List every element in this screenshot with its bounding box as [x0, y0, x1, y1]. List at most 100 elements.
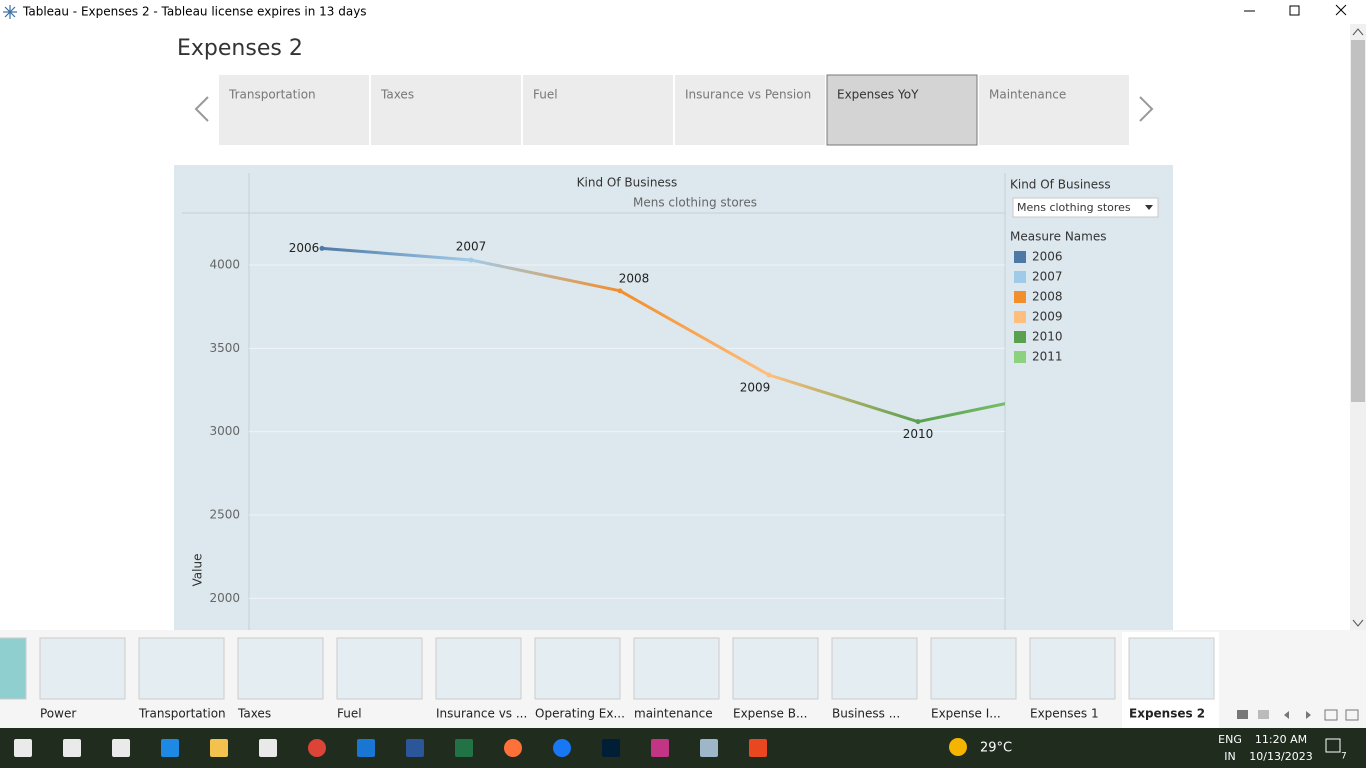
- sheet-thumbnail: [435, 637, 522, 700]
- story-tabs: Transportation Taxes Fuel Insurance vs Pens…: [219, 74, 1129, 146]
- point: [766, 372, 772, 378]
- sheet-thumbnail: [534, 637, 621, 700]
- window-title: Tableau - Expenses 2 - Tableau license e…: [22, 5, 367, 19]
- story-point[interactable]: [979, 75, 1129, 145]
- taskbar: [0, 728, 1366, 768]
- legend-label[interactable]: 2007: [1032, 270, 1063, 284]
- point: [915, 419, 921, 425]
- taskbar-icon[interactable]: [553, 739, 571, 757]
- scrollbar-thumb[interactable]: [1351, 40, 1365, 402]
- sheet-tab-label[interactable]: Expenses 2: [1129, 707, 1205, 721]
- legend-label[interactable]: 2010: [1032, 330, 1063, 344]
- grid-view[interactable]: [1237, 710, 1248, 719]
- taskbar-icon[interactable]: [210, 739, 228, 757]
- taskbar-icon[interactable]: [455, 739, 473, 757]
- legend-swatch[interactable]: [1014, 331, 1026, 343]
- story-point[interactable]: [826, 74, 978, 146]
- taskbar-icon[interactable]: [651, 739, 669, 757]
- story-point-label: Expenses YoY: [837, 88, 919, 102]
- taskbar-icon[interactable]: [357, 739, 375, 757]
- weather-icon[interactable]: [949, 738, 967, 756]
- chart-panel: [174, 165, 1173, 630]
- legend-label[interactable]: 2008: [1032, 290, 1063, 304]
- sheet-thumbnail: [1029, 637, 1116, 700]
- legend-label[interactable]: 2009: [1032, 310, 1063, 324]
- data-label: 2007: [456, 240, 487, 254]
- taskbar-icon[interactable]: [112, 739, 130, 757]
- scroll-down[interactable]: [1352, 619, 1364, 627]
- filmstrip-view[interactable]: [1258, 710, 1269, 719]
- sheet-tab-label[interactable]: maintenance: [634, 707, 713, 721]
- legend-swatch[interactable]: [1014, 251, 1026, 263]
- taskbar-icon[interactable]: [14, 739, 32, 757]
- story-point-label: Maintenance: [989, 88, 1066, 102]
- story-point[interactable]: [219, 75, 369, 145]
- sheet-thumbnail: [930, 637, 1017, 700]
- sheet-tab-label[interactable]: Insurance vs ...: [436, 707, 527, 721]
- presentation[interactable]: [1345, 709, 1359, 721]
- taskbar-icon[interactable]: [63, 739, 81, 757]
- taskbar-icon[interactable]: [406, 739, 424, 757]
- story-prev[interactable]: [194, 96, 209, 122]
- notification-count: 7: [1341, 752, 1347, 762]
- scroll-up[interactable]: [1352, 28, 1364, 36]
- taskbar-icon[interactable]: [161, 739, 179, 757]
- filter-dropdown[interactable]: [1012, 197, 1159, 218]
- story-title: Expenses 2: [177, 36, 303, 61]
- taskbar-icon[interactable]: [504, 739, 522, 757]
- legend-label[interactable]: 2011: [1032, 350, 1063, 364]
- sheet-tab-label[interactable]: Business ...: [832, 707, 900, 721]
- story-point[interactable]: [523, 75, 673, 145]
- sheet-thumbnail: [39, 637, 126, 700]
- legend: 2006 2007 2008 2009 2010 2011: [1014, 250, 1063, 364]
- sheet-tab-label[interactable]: Taxes: [237, 707, 271, 721]
- data-labels: 2006 2007 2008 2009 2010: [289, 240, 934, 442]
- grid: 2000 2500 3000 3500 4000: [209, 258, 1005, 605]
- legend-title: Measure Names: [1010, 230, 1106, 244]
- sheet-tab-label[interactable]: Operating Ex...: [535, 707, 625, 721]
- restore-button[interactable]: [1289, 5, 1300, 16]
- sheet-thumbnail: [0, 637, 27, 700]
- taskbar-icon[interactable]: [749, 739, 767, 757]
- point: [319, 245, 325, 251]
- sheet-tab-label[interactable]: Fuel: [337, 707, 362, 721]
- column-value: Mens clothing stores: [633, 196, 757, 210]
- sheet-controls: [1237, 709, 1359, 721]
- sheet-tab-label[interactable]: Expense B...: [733, 707, 807, 721]
- column-header: Kind Of Business: [577, 176, 678, 190]
- dropdown-arrow[interactable]: [1145, 205, 1153, 210]
- sheet-tab-label[interactable]: Expenses 1: [1030, 707, 1099, 721]
- taskbar-icon[interactable]: [602, 739, 620, 757]
- legend-swatch[interactable]: [1014, 271, 1026, 283]
- line-segment: [470, 258, 621, 293]
- tab-prev[interactable]: [1284, 711, 1289, 719]
- taskbar-icon[interactable]: [259, 739, 277, 757]
- close-button[interactable]: [1335, 4, 1347, 16]
- fullscreen[interactable]: [1324, 709, 1338, 721]
- sheet-thumbnail: [633, 637, 720, 700]
- sheet-thumbnail: [1128, 637, 1215, 700]
- clock-time: 11:20 AM: [1255, 733, 1307, 746]
- plot: [319, 245, 1005, 425]
- story-point[interactable]: [675, 75, 825, 145]
- notification-icon[interactable]: [1325, 738, 1341, 753]
- taskbar-icon[interactable]: [700, 739, 718, 757]
- legend-swatch[interactable]: [1014, 351, 1026, 363]
- legend-swatch[interactable]: [1014, 311, 1026, 323]
- story-point-label: Insurance vs Pension: [685, 88, 811, 102]
- legend-label[interactable]: 2006: [1032, 250, 1063, 264]
- story-point[interactable]: [371, 75, 521, 145]
- story-next[interactable]: [1139, 96, 1154, 122]
- y-tick-label: 2500: [209, 508, 240, 522]
- tab-next[interactable]: [1306, 711, 1311, 719]
- taskbar-icon[interactable]: [308, 739, 326, 757]
- y-axis-label: Value: [191, 554, 205, 587]
- language: ENG: [1218, 733, 1242, 746]
- y-tick-label: 3500: [209, 341, 240, 355]
- sheet-tab-label[interactable]: Transportation: [138, 707, 226, 721]
- story-point-label: Transportation: [228, 88, 316, 102]
- legend-swatch[interactable]: [1014, 291, 1026, 303]
- story-point-label: Taxes: [380, 88, 414, 102]
- sheet-tab-label[interactable]: Expense I...: [931, 707, 1001, 721]
- sheet-tab-label[interactable]: Power: [40, 707, 76, 721]
